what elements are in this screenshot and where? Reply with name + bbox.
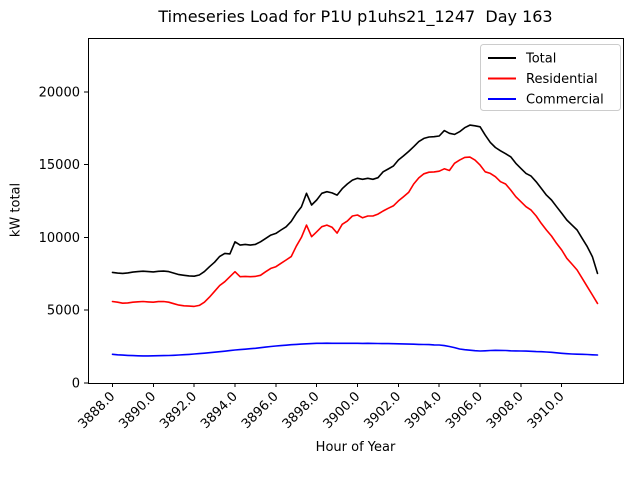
legend-box — [480, 44, 621, 111]
legend-label: Commercial — [526, 93, 604, 108]
x-tick-label: 3910.0 — [525, 389, 568, 432]
x-tick-label: 3894.0 — [198, 389, 241, 432]
series-line-commercial — [111, 342, 599, 357]
legend-label: Total — [525, 52, 556, 67]
y-tick-label: 0 — [72, 377, 80, 392]
x-tick-label: 3888.0 — [76, 389, 119, 432]
x-tick-label: 3900.0 — [321, 389, 364, 432]
series-line-residential — [111, 156, 599, 308]
series-line-total — [111, 124, 599, 278]
y-tick-label: 20000 — [39, 85, 80, 100]
x-tick-label: 3908.0 — [484, 389, 527, 432]
axes-box — [88, 38, 624, 384]
legend-label: Residential — [526, 72, 598, 87]
x-tick-label: 3890.0 — [116, 389, 159, 432]
chart-title: Timeseries Load for P1U p1uhs21_1247 Day… — [158, 7, 553, 26]
x-tick-label: 3898.0 — [280, 389, 323, 432]
x-tick-label: 3904.0 — [402, 389, 445, 432]
x-tick-label: 3896.0 — [239, 389, 282, 432]
x-tick-label: 3906.0 — [443, 389, 486, 432]
y-tick-label: 10000 — [39, 231, 80, 246]
y-axis-label: kW total — [8, 182, 24, 238]
y-tick-label: 15000 — [39, 158, 80, 173]
x-axis-label: Hour of Year — [315, 440, 396, 455]
x-tick-label: 3892.0 — [157, 389, 200, 432]
x-tick-label: 3902.0 — [361, 389, 404, 432]
y-tick-label: 5000 — [47, 304, 80, 319]
